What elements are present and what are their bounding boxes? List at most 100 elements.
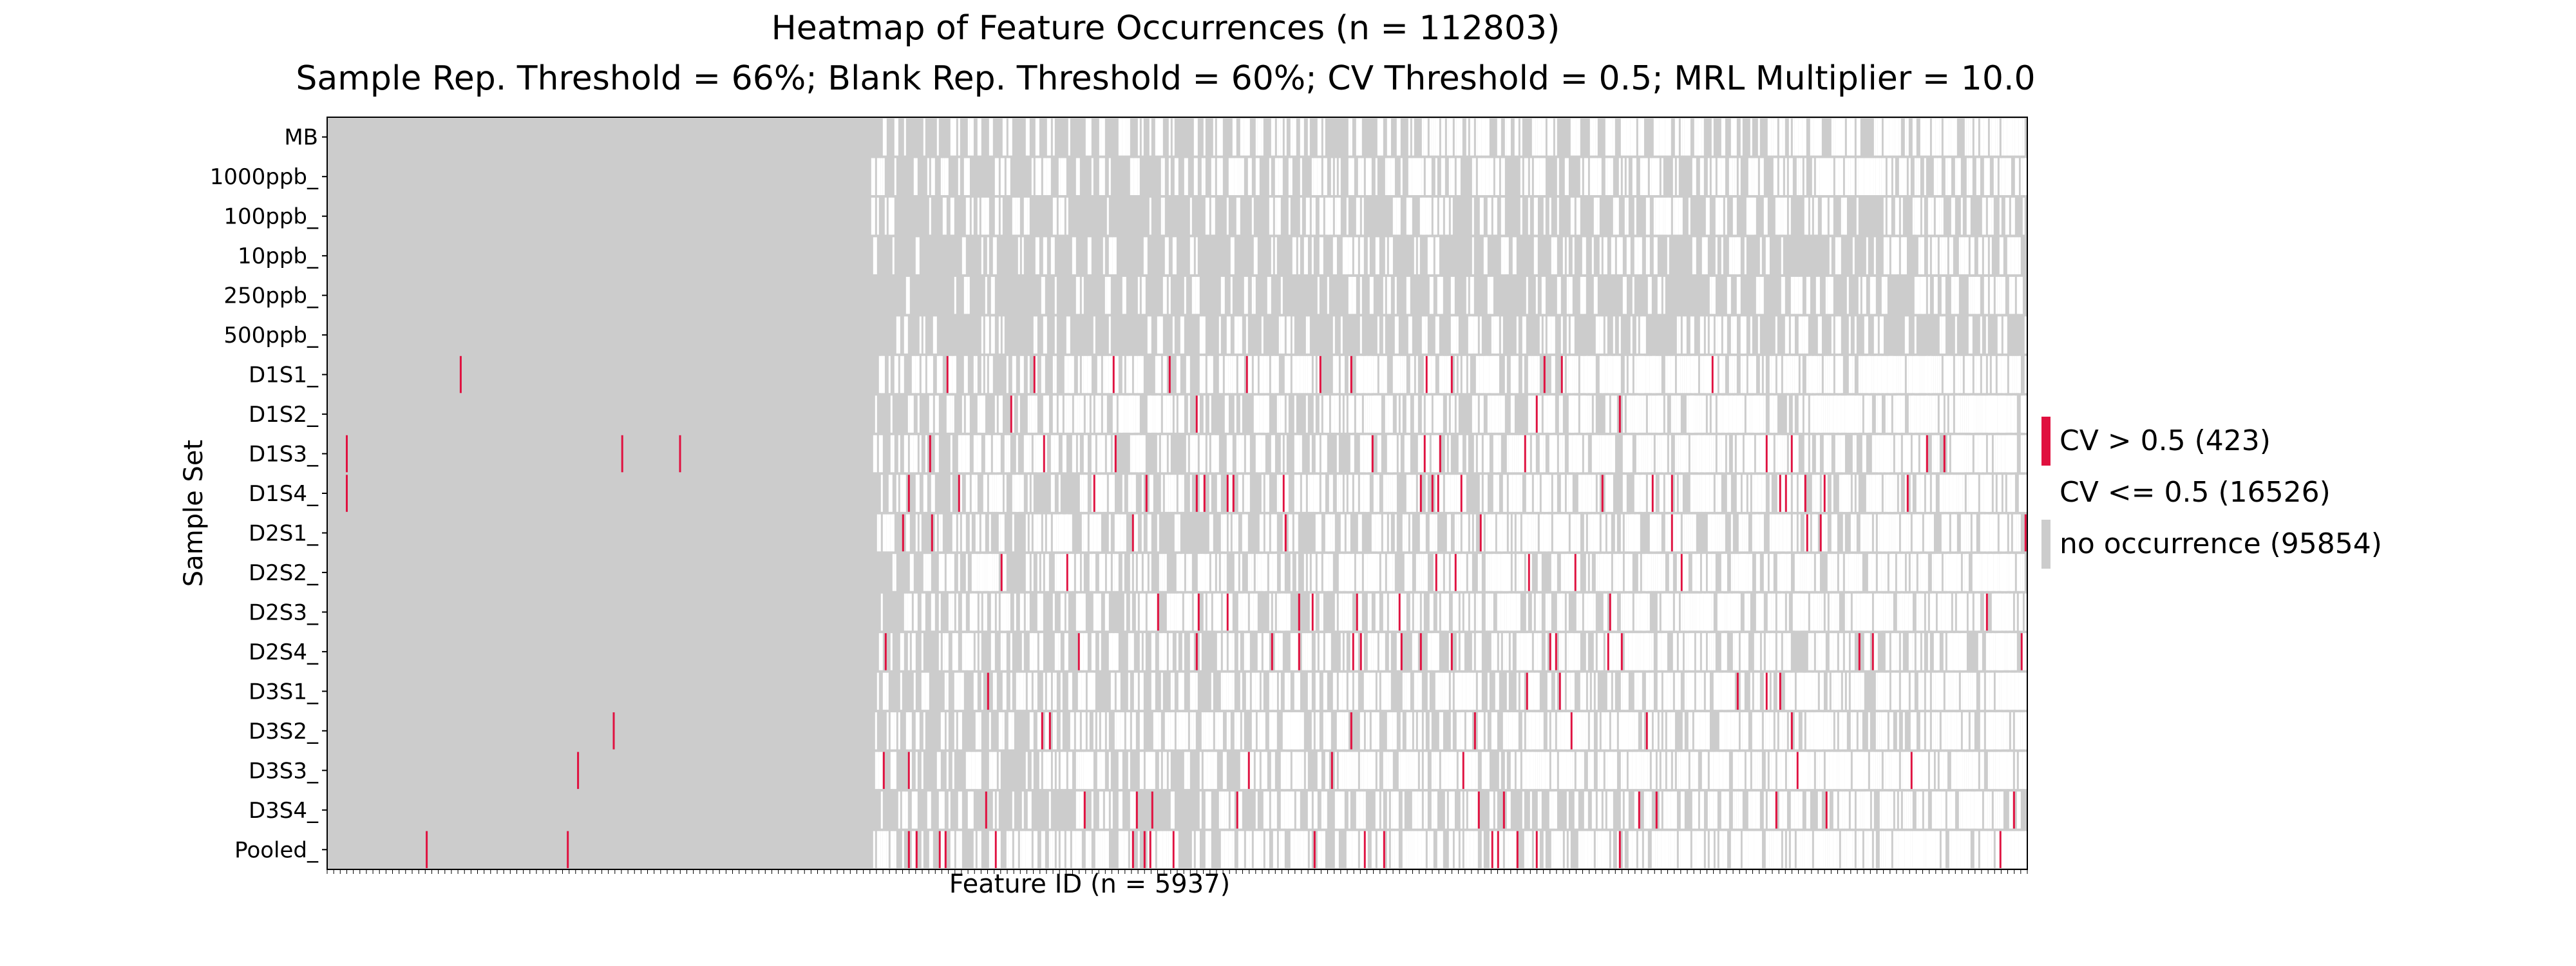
cell-low-cv [1659,791,1662,829]
cell-low-cv [1999,593,2002,631]
cell-low-cv [1715,752,1719,790]
cell-low-cv [1850,118,1855,156]
cell-low-cv [1191,712,1194,750]
cell-low-cv [1116,514,1121,552]
cell-low-cv [1162,158,1165,195]
cell-low-cv [1696,791,1698,829]
cell-low-cv [1203,158,1206,195]
cell-low-cv [1427,355,1432,393]
cell-low-cv [1825,395,1828,433]
cell-low-cv [1245,633,1250,670]
cell-low-cv [1041,831,1043,868]
cell-low-cv [1748,158,1752,195]
cell-low-cv [1274,791,1277,829]
cell-low-cv [1698,395,1700,433]
cell-low-cv [1929,355,1932,393]
cell-low-cv [1491,276,1493,314]
cell-low-cv [1414,712,1416,750]
cell-low-cv [1292,118,1296,156]
cell-low-cv [1783,355,1787,393]
cell-low-cv [1663,197,1665,235]
cell-low-cv [1705,475,1710,512]
cell-low-cv [1775,435,1777,473]
cell-low-cv [1027,355,1030,393]
cell-low-cv [1261,514,1264,552]
cell-low-cv [1226,672,1229,710]
cell-low-cv [905,276,910,314]
cell-low-cv [1359,593,1362,631]
cell-low-cv [917,475,920,512]
cell-low-cv [1033,435,1036,473]
cell-low-cv [1176,712,1179,750]
cell-low-cv [1873,237,1876,274]
cell-low-cv [1406,276,1410,314]
cell-low-cv [1539,435,1544,473]
cell-low-cv [1773,158,1777,195]
cell-low-cv [1267,633,1269,670]
cell-low-cv [1980,633,1982,670]
cell-low-cv [1103,355,1105,393]
cell-low-cv [1779,355,1781,393]
cell-low-cv [1607,514,1611,552]
cell-low-cv [1207,752,1211,790]
cell-high-cv [1151,791,1153,829]
cell-low-cv [1895,237,1899,274]
cell-low-cv [1761,633,1764,670]
cell-low-cv [1512,435,1515,473]
cell-low-cv [1931,554,1934,591]
cell-low-cv [1458,752,1463,790]
cell-low-cv [1439,672,1441,710]
cell-low-cv [1757,752,1760,790]
cell-low-cv [1002,316,1005,354]
cell-low-cv [1698,633,1700,670]
cell-low-cv [1340,475,1343,512]
cell-low-cv [1228,831,1233,868]
cell-low-cv [1232,355,1236,393]
cell-low-cv [994,435,997,473]
cell-low-cv [1251,197,1254,235]
cell-low-cv [1841,197,1843,235]
cell-low-cv [1387,475,1389,512]
cell-low-cv [1485,593,1488,631]
cell-low-cv [1429,118,1432,156]
cell-low-cv [1871,475,1876,512]
cell-low-cv [1288,316,1291,354]
cell-low-cv [1537,791,1540,829]
cell-low-cv [1184,158,1188,195]
cell-low-cv [2009,672,2011,710]
cell-low-cv [1871,435,1876,473]
cell-low-cv [1553,237,1557,274]
cell-low-cv [1605,752,1607,790]
cell-low-cv [1927,197,1932,235]
cell-low-cv [1659,475,1663,512]
cell-low-cv [1773,118,1777,156]
cell-low-cv [1528,475,1532,512]
cell-low-cv [1842,514,1845,552]
cell-low-cv [1974,355,1976,393]
cell-low-cv [1819,316,1822,354]
cell-low-cv [1814,672,1816,710]
cell-low-cv [1245,672,1248,710]
cell-low-cv [1825,514,1828,552]
cell-low-cv [1927,237,1930,274]
cell-low-cv [1539,593,1542,631]
cell-low-cv [913,158,918,195]
cell-high-cv [1114,435,1117,473]
cell-low-cv [1307,118,1310,156]
cell-low-cv [1584,593,1588,631]
cell-low-cv [1839,554,1843,591]
cell-low-cv [1189,197,1192,235]
cell-low-cv [1274,158,1279,195]
cell-low-cv [1479,554,1482,591]
cell-low-cv [1893,395,1895,433]
cell-low-cv [1551,831,1553,868]
cell-low-cv [1012,475,1014,512]
cell-low-cv [1421,514,1426,552]
cell-low-cv [1645,633,1650,670]
cell-low-cv [923,475,927,512]
cell-low-cv [1808,633,1810,670]
cell-low-cv [1495,831,1497,868]
cell-low-cv [873,237,877,274]
cell-low-cv [1089,514,1094,552]
cell-low-cv [1238,435,1242,473]
